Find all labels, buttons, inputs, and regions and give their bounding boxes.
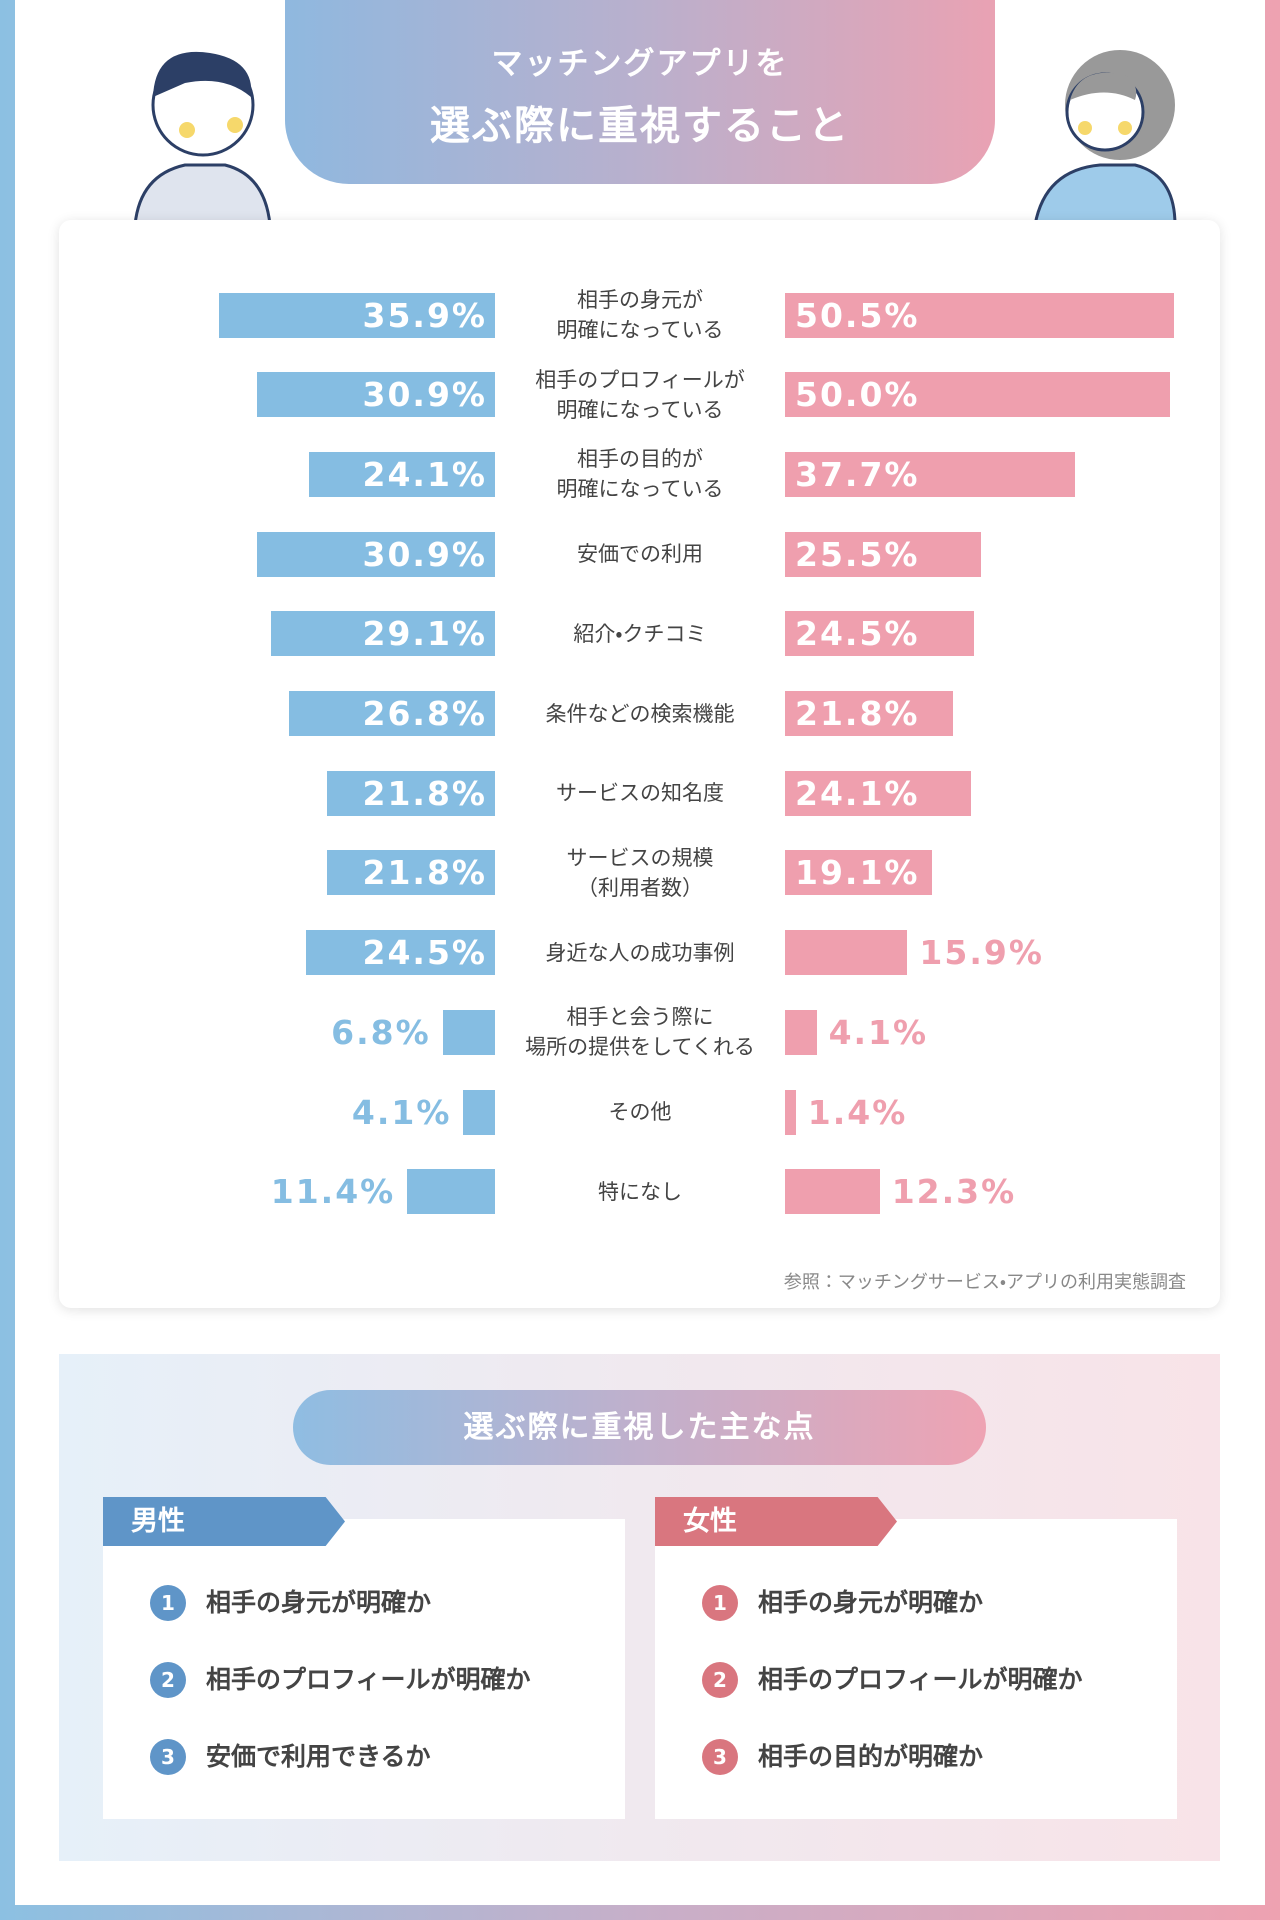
category-label: 身近な人の成功事例 — [545, 940, 735, 965]
source: 参照：マッチングサービス・アプリの利用実態調査 — [783, 1272, 1186, 1293]
rank-badge: 3 — [702, 1739, 738, 1775]
value-label: 30.9% — [362, 375, 487, 415]
value-label: 24.5% — [362, 933, 487, 973]
value-label: 24.5% — [795, 614, 920, 654]
bar — [306, 930, 495, 976]
rank-badge: 1 — [702, 1585, 738, 1621]
summary-item: 相手の身元が明確か — [206, 1588, 432, 1617]
title-line: マッチングアプリを — [491, 46, 789, 82]
bar — [407, 1169, 495, 1215]
rank-badge: 2 — [702, 1662, 738, 1698]
rank-badge: 1 — [150, 1585, 186, 1621]
bar — [785, 930, 908, 976]
bar — [785, 1089, 796, 1135]
category-label: 安価での利用 — [577, 542, 703, 567]
category-label: 紹介・クチコミ — [573, 621, 707, 646]
summary-item: 相手の身元が明確か — [758, 1588, 984, 1617]
value-label: 29.1% — [362, 614, 487, 654]
bar — [218, 292, 495, 338]
woman-illustration — [1033, 50, 1177, 225]
title-tab: マッチングアプリを 選ぶ際に重視すること — [285, 0, 995, 184]
value-label: 50.5% — [795, 295, 920, 335]
value-label: 21.8% — [795, 694, 920, 733]
bar — [785, 1009, 817, 1055]
bar — [785, 850, 933, 896]
bar — [257, 372, 495, 418]
value-label: 11.4% — [270, 1172, 396, 1212]
group-label: 男性 — [103, 1497, 345, 1546]
value-label: 30.9% — [362, 534, 487, 574]
category-label: その他 — [608, 1100, 672, 1124]
bar — [785, 451, 1076, 497]
value-label: 15.9% — [919, 933, 1044, 973]
bar — [270, 611, 495, 657]
value-label: 4.1% — [828, 1012, 929, 1052]
value-label: 35.9% — [362, 295, 487, 335]
value-label: 50.0% — [795, 375, 920, 415]
summary-item: 相手のプロフィールが明確か — [206, 1665, 531, 1694]
category-label: サービスの規模 （利用者数） — [566, 845, 714, 900]
value-label: 6.8% — [331, 1012, 431, 1052]
category-label: サービスの知名度 — [556, 781, 724, 806]
summary-item: 安価で利用できるか — [206, 1742, 431, 1771]
bar — [442, 1009, 495, 1055]
value-label: 21.8% — [362, 853, 487, 893]
summary-item: 相手のプロフィールが明確か — [758, 1665, 1083, 1694]
summary-item: 相手の目的が明確か — [758, 1742, 984, 1771]
bar — [785, 531, 982, 577]
bar — [785, 1169, 880, 1215]
bar — [785, 372, 1170, 418]
bar — [785, 292, 1174, 338]
value-label: 24.1% — [362, 454, 487, 494]
value-label: 25.5% — [795, 534, 920, 574]
rank-badge: 3 — [150, 1739, 186, 1775]
bar — [785, 770, 971, 816]
bar — [309, 451, 495, 497]
bar — [327, 850, 495, 896]
value-label: 24.1% — [795, 773, 920, 813]
summary-box — [655, 1519, 1177, 1819]
category-label: 特になし — [598, 1179, 682, 1204]
bar — [327, 770, 495, 816]
bar — [785, 611, 974, 657]
summary-box — [103, 1519, 625, 1819]
bar — [257, 531, 495, 577]
value-label: 12.3% — [891, 1172, 1017, 1212]
rank-badge: 2 — [150, 1662, 186, 1698]
value-label: 21.8% — [362, 773, 487, 813]
value-label: 26.8% — [362, 694, 487, 733]
value-label: 1.4% — [807, 1092, 908, 1132]
value-label: 37.7% — [795, 454, 920, 494]
man-illustration — [133, 51, 272, 225]
bar — [288, 691, 495, 736]
category-label: 相手の目的が 明確になっている — [556, 447, 724, 502]
group-label: 女性 — [655, 1497, 897, 1546]
bar — [785, 691, 953, 736]
category-label: 相手のプロフィールが 明確になっている — [535, 367, 745, 422]
value-label: 19.1% — [795, 853, 920, 893]
category-label: 相手と会う際に 場所の提供をしてくれる — [525, 1005, 755, 1060]
chart: 相手の身元が 明確になっている 35.9% 50.5% 相手のプロフィールが 明確にな… — [218, 288, 1174, 1215]
category-label: 相手の身元が 明確になっている — [556, 288, 724, 342]
bar — [463, 1089, 495, 1135]
category-label: 条件などの検索機能 — [545, 701, 735, 726]
summary-title: 選ぶ際に重視した主な点 — [293, 1390, 986, 1465]
title-line: 選ぶ際に重視すること — [430, 103, 850, 149]
value-label: 4.1% — [351, 1092, 452, 1132]
